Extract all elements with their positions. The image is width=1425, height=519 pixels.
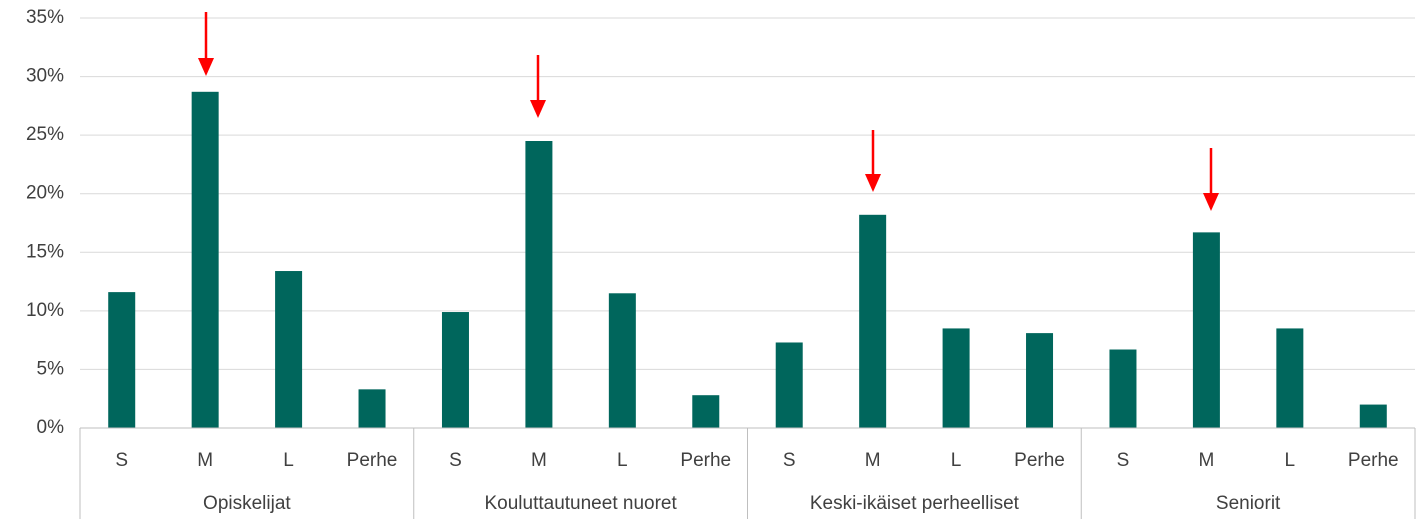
- bar: [1276, 328, 1304, 428]
- y-tick-label: 30%: [26, 66, 64, 87]
- x-tick-label: M: [531, 450, 547, 471]
- bar: [441, 312, 469, 428]
- x-tick-label: S: [115, 450, 128, 471]
- x-tick-label: M: [865, 450, 881, 471]
- bar: [108, 292, 136, 428]
- x-tick-label: Perhe: [1348, 450, 1399, 471]
- arrow-head: [198, 58, 214, 76]
- bar: [1026, 333, 1054, 428]
- x-tick-label: Perhe: [347, 450, 398, 471]
- y-tick-label: 15%: [26, 241, 64, 262]
- y-tick-label: 35%: [26, 7, 64, 28]
- bar: [859, 214, 887, 428]
- arrow-head: [530, 100, 546, 118]
- bar: [775, 342, 803, 428]
- x-tick-label: L: [1285, 450, 1296, 471]
- x-tick-label: S: [449, 450, 462, 471]
- y-tick-label: 25%: [26, 124, 64, 145]
- x-tick-label: M: [1198, 450, 1214, 471]
- bar: [1192, 232, 1220, 428]
- y-tick-label: 5%: [37, 358, 65, 379]
- x-tick-label: S: [1117, 450, 1130, 471]
- bar: [608, 293, 636, 428]
- x-tick-label: L: [617, 450, 628, 471]
- bar: [191, 91, 219, 429]
- annotation-arrows: [198, 12, 1219, 211]
- bar: [275, 271, 303, 428]
- bar: [1359, 404, 1387, 428]
- x-tick-label: M: [197, 450, 213, 471]
- arrow-head: [1203, 193, 1219, 211]
- bar: [525, 141, 553, 428]
- x-tick-label: S: [783, 450, 796, 471]
- group-label: Keski-ikäiset perheelliset: [810, 493, 1020, 514]
- group-label: Seniorit: [1216, 493, 1281, 514]
- x-tick-label: Perhe: [1014, 450, 1065, 471]
- x-tick-label: L: [283, 450, 294, 471]
- bar: [1109, 349, 1137, 428]
- x-tick-label: L: [951, 450, 962, 471]
- bar: [358, 389, 386, 428]
- bar: [942, 328, 970, 428]
- x-tick-label: Perhe: [680, 450, 731, 471]
- arrow-head: [865, 174, 881, 192]
- y-tick-label: 0%: [37, 417, 65, 438]
- group-label: Kouluttautuneet nuoret: [484, 493, 677, 514]
- y-tick-label: 10%: [26, 300, 64, 321]
- bar: [692, 395, 720, 428]
- y-tick-label: 20%: [26, 183, 64, 204]
- group-label: Opiskelijat: [203, 493, 291, 514]
